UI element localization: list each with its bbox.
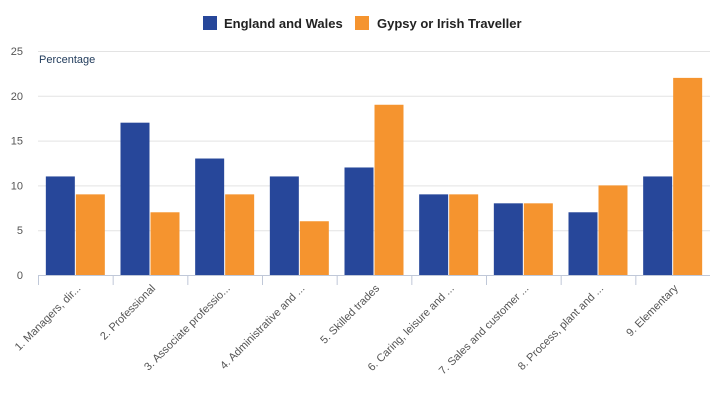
legend-swatch-england-wales: [203, 16, 217, 30]
x-tick-label: 6. Caring, leisure and ...: [366, 283, 457, 374]
y-tick-label: 10: [11, 180, 23, 192]
bar-england-wales[interactable]: [419, 194, 449, 275]
y-tick-label: 20: [11, 91, 23, 103]
bars: [45, 77, 703, 276]
bar-gypsy-irish-traveller[interactable]: [75, 194, 105, 275]
x-tick-label: 5. Skilled trades: [318, 282, 382, 346]
y-tick-label: 0: [17, 270, 23, 282]
y-tick-label: 25: [11, 46, 23, 58]
bar-gypsy-irish-traveller[interactable]: [299, 221, 329, 275]
legend-swatch-gypsy-irish-traveller: [355, 16, 369, 30]
x-tick-label: 3. Associate professio...: [142, 283, 233, 374]
x-tick-label: 9. Elementary: [624, 282, 681, 339]
y-tick-label: 5: [17, 225, 23, 237]
y-tick-label: 15: [11, 136, 23, 148]
y-axis-label: Percentage: [39, 54, 95, 66]
bar-england-wales[interactable]: [120, 122, 150, 276]
bar-england-wales[interactable]: [195, 158, 225, 275]
bar-gypsy-irish-traveller[interactable]: [673, 77, 703, 275]
bar-gypsy-irish-traveller[interactable]: [598, 185, 628, 275]
bar-england-wales[interactable]: [568, 212, 598, 275]
bar-england-wales[interactable]: [643, 176, 673, 275]
bar-gypsy-irish-traveller[interactable]: [374, 104, 404, 275]
bar-gypsy-irish-traveller[interactable]: [449, 194, 479, 275]
bar-gypsy-irish-traveller[interactable]: [523, 203, 553, 275]
y-axis-ticks: 0 5 10 15 20 25: [11, 46, 23, 282]
bar-gypsy-irish-traveller[interactable]: [225, 194, 255, 275]
bar-england-wales[interactable]: [344, 167, 374, 275]
bar-england-wales[interactable]: [493, 203, 523, 275]
bar-england-wales[interactable]: [45, 176, 75, 275]
legend-label-gypsy-irish-traveller[interactable]: Gypsy or Irish Traveller: [377, 16, 522, 31]
bar-gypsy-irish-traveller[interactable]: [150, 212, 180, 275]
x-tick-label: 1. Managers, dir...: [13, 283, 84, 354]
x-tick-label: 8. Process, plant and ...: [516, 283, 606, 373]
legend-label-england-wales[interactable]: England and Wales: [224, 16, 343, 31]
x-tick-label: 4. Administrative and ...: [218, 283, 307, 372]
bar-england-wales[interactable]: [269, 176, 299, 275]
legend[interactable]: England and Wales Gypsy or Irish Travell…: [203, 16, 522, 31]
gridlines: [38, 51, 710, 232]
x-tick-label: 2. Professional: [98, 283, 158, 343]
